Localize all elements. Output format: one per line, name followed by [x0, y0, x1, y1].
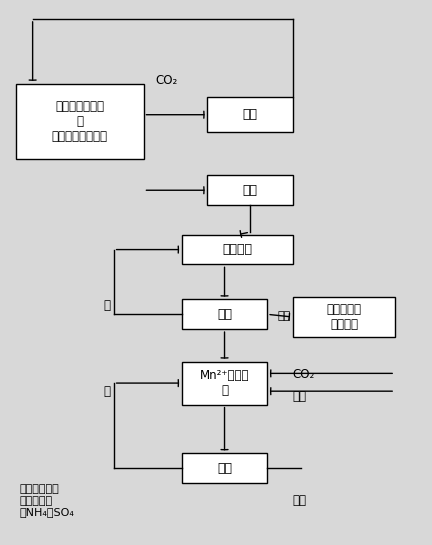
Bar: [182, 361, 267, 405]
Text: 滤渣: 滤渣: [243, 184, 257, 197]
Bar: [293, 297, 395, 337]
Text: 调浆洗渣: 调浆洗渣: [222, 243, 252, 256]
Bar: [207, 175, 293, 205]
Text: 液: 液: [104, 385, 111, 398]
Text: 滤渣: 滤渣: [293, 494, 307, 507]
Text: 过滤: 过滤: [217, 462, 232, 475]
Text: CO₂: CO₂: [156, 75, 178, 88]
Text: 用来做砖或
水泥辅料: 用来做砖或 水泥辅料: [327, 303, 362, 331]
Text: CO₂: CO₂: [293, 368, 315, 381]
Text: 电解金属锰工艺
或
电解二氧化锰工艺: 电解金属锰工艺 或 电解二氧化锰工艺: [51, 100, 108, 143]
Bar: [182, 235, 293, 264]
Text: Mn²⁺回收反
应: Mn²⁺回收反 应: [200, 369, 249, 397]
Bar: [207, 97, 293, 132]
Text: 过滤: 过滤: [217, 308, 232, 321]
Text: 液氨: 液氨: [293, 390, 307, 403]
Text: 滤液循环使用
多次后回收
（NH₄）SO₄: 滤液循环使用 多次后回收 （NH₄）SO₄: [20, 484, 75, 517]
Bar: [182, 299, 267, 329]
Text: 滤渣: 滤渣: [278, 311, 291, 320]
Bar: [16, 84, 143, 159]
Text: 滤: 滤: [104, 299, 111, 312]
Text: 气柜: 气柜: [243, 108, 257, 121]
Bar: [182, 453, 267, 483]
